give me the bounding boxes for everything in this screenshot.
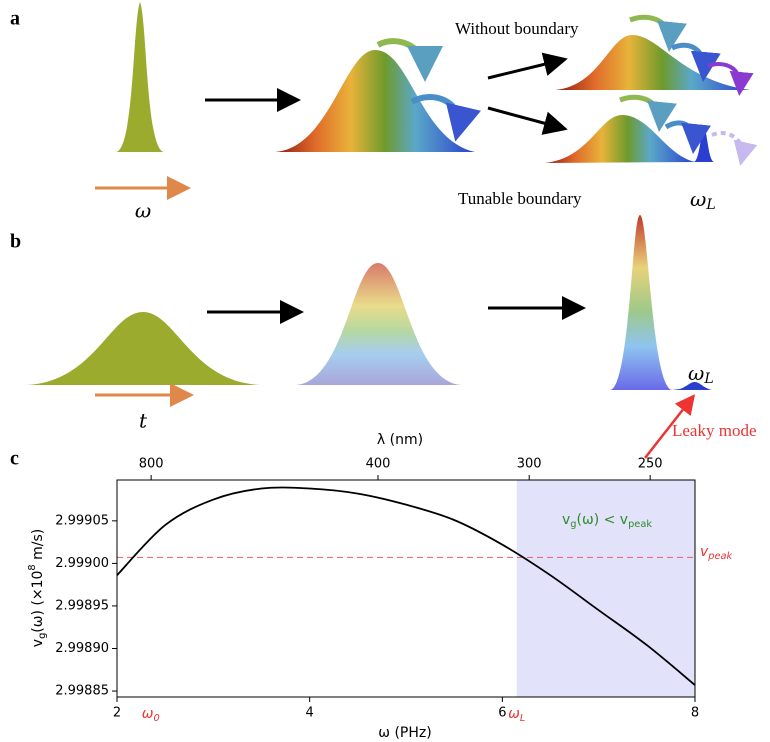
subscript: L xyxy=(703,371,713,387)
input-pulse xyxy=(25,312,262,385)
y-tick-label: 2.99885 xyxy=(55,684,109,699)
exponent: 8 xyxy=(27,564,38,570)
annotation: Without boundary xyxy=(455,19,579,38)
x2-tick-label: 250 xyxy=(638,457,663,472)
y-tick-label: 2.99890 xyxy=(55,641,109,656)
leaky-arrow xyxy=(644,394,696,459)
symbol: ω xyxy=(142,706,154,722)
leaky-peak xyxy=(672,382,722,390)
flow-arrow xyxy=(670,42,721,82)
y-tick-label: 2.99905 xyxy=(55,513,109,528)
x-tick-label: 8 xyxy=(691,706,699,721)
hline-label: vpeak xyxy=(700,544,733,562)
omega-label: ω xyxy=(135,199,151,223)
symbol: v xyxy=(30,639,46,647)
y-axis-label: vg(ω) (×108 m/s) xyxy=(27,529,48,647)
x-tick-label: 2 xyxy=(113,706,121,721)
blocked-arrow xyxy=(711,131,758,166)
subscript: L xyxy=(520,713,525,724)
subscript: g xyxy=(570,519,576,530)
x2-tick-label: 800 xyxy=(139,457,164,472)
spectrum xyxy=(275,50,475,152)
omega-l-label: ωL xyxy=(688,361,714,388)
arrow xyxy=(487,106,568,135)
spectrum xyxy=(545,115,695,163)
flow-arrow xyxy=(629,14,687,52)
x2-axis-label: λ (nm) xyxy=(377,432,423,448)
annotation: Leaky mode xyxy=(672,421,757,440)
symbol: ω xyxy=(688,361,704,385)
x-marker-label: ωL xyxy=(508,706,525,724)
plot: 2.99885 2.99890 2.99895 2.99900 2.99905 2 4 6 8 8… xyxy=(55,457,699,725)
spectrum xyxy=(295,263,462,385)
x-tick-label: 4 xyxy=(306,706,314,721)
spectrum xyxy=(610,215,672,390)
y-tick-label: 2.99895 xyxy=(55,598,109,613)
flow-arrow xyxy=(707,62,754,96)
subscript: 0 xyxy=(153,713,159,724)
x2-tick-label: 300 xyxy=(517,457,542,472)
x-marker-label: ω0 xyxy=(142,706,160,724)
y-tick-label: 2.99900 xyxy=(55,556,109,571)
t-label: t xyxy=(139,409,148,433)
flow-arrow xyxy=(619,94,677,132)
text: (ω) (×10 xyxy=(30,571,46,633)
panel-label: c xyxy=(10,448,19,470)
text: (ω) < v xyxy=(577,512,629,528)
x-axis-label: ω (PHz) xyxy=(378,725,431,741)
subscript: peak xyxy=(628,519,652,530)
x2-tick-label: 400 xyxy=(366,457,391,472)
symbol: v xyxy=(562,512,570,528)
annotation: Tunable boundary xyxy=(458,189,582,208)
subscript: peak xyxy=(707,551,732,562)
flow-arrow xyxy=(664,120,711,154)
panel-label: b xyxy=(10,231,21,253)
subscript: L xyxy=(705,197,715,213)
symbol: ω xyxy=(508,706,520,722)
flow-arrow xyxy=(410,94,481,142)
annotation: vg(ω) < vpeak xyxy=(562,512,652,530)
plot-frame xyxy=(116,479,696,698)
unit: m/s) xyxy=(30,529,46,565)
curve xyxy=(116,486,696,686)
flow-arrow xyxy=(376,38,443,82)
symbol: v xyxy=(700,544,709,560)
subscript: g xyxy=(37,633,48,639)
arrow xyxy=(487,52,568,80)
panel-label: a xyxy=(10,8,20,30)
x-tick-label: 6 xyxy=(498,706,506,721)
boundary-peak xyxy=(694,128,714,162)
input-pulse xyxy=(116,2,164,152)
symbol: ω xyxy=(690,187,706,211)
omega-l-label: ωL xyxy=(690,187,716,214)
